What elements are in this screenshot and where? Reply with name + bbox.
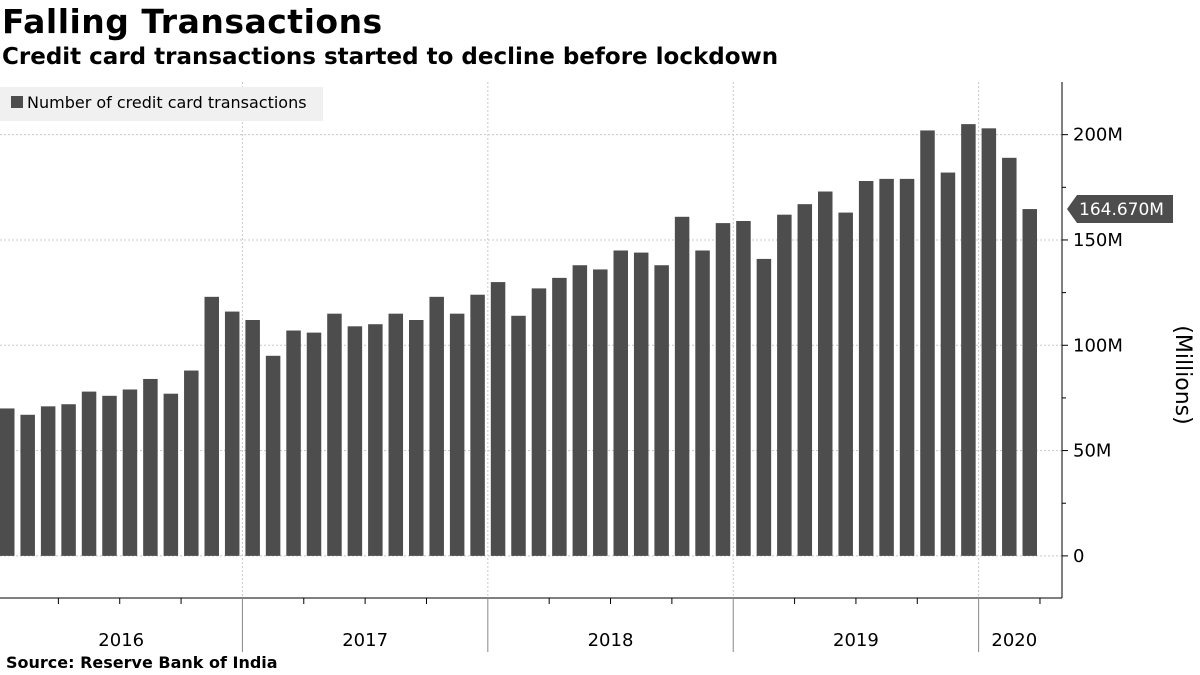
y-tick-label: 100M bbox=[1073, 335, 1123, 356]
legend-label: Number of credit card transactions bbox=[27, 93, 307, 112]
bar bbox=[224, 311, 240, 556]
bar bbox=[777, 214, 792, 556]
bar bbox=[61, 404, 76, 556]
bar bbox=[552, 277, 567, 556]
chart-subtitle: Credit card transactions started to decl… bbox=[2, 44, 779, 70]
bar bbox=[715, 223, 731, 556]
y-axis-label: (Millions) bbox=[1170, 325, 1195, 424]
x-year-label: 2017 bbox=[342, 630, 388, 651]
bar bbox=[879, 178, 894, 556]
bar bbox=[572, 265, 588, 556]
bar bbox=[286, 330, 301, 556]
x-year-label: 2016 bbox=[98, 630, 144, 651]
bar bbox=[695, 250, 710, 556]
bar bbox=[327, 313, 342, 556]
bar bbox=[40, 406, 56, 556]
y-tick-label: 200M bbox=[1073, 125, 1123, 146]
bar bbox=[388, 313, 404, 556]
bar bbox=[1022, 209, 1037, 556]
bar bbox=[613, 250, 628, 556]
bar bbox=[306, 332, 322, 556]
bar bbox=[347, 326, 363, 556]
bar bbox=[531, 288, 547, 556]
bar bbox=[797, 204, 813, 556]
last-value-flag bbox=[1067, 195, 1173, 224]
bar bbox=[818, 191, 833, 556]
bar bbox=[0, 408, 15, 556]
bar bbox=[511, 315, 526, 556]
bar bbox=[674, 216, 690, 556]
bar bbox=[449, 313, 465, 556]
bar bbox=[490, 282, 506, 556]
y-tick-label: 0 bbox=[1073, 546, 1084, 567]
bar bbox=[163, 393, 179, 556]
legend: Number of credit card transactions bbox=[0, 87, 323, 121]
bar bbox=[940, 172, 956, 556]
bar bbox=[961, 124, 976, 556]
bar bbox=[756, 258, 772, 556]
bar bbox=[143, 378, 158, 556]
bar bbox=[593, 269, 608, 556]
y-tick-label: 150M bbox=[1073, 230, 1123, 251]
x-year-label: 2020 bbox=[991, 630, 1037, 651]
bar bbox=[102, 395, 117, 556]
y-tick-label: 50M bbox=[1073, 441, 1111, 462]
bar bbox=[899, 178, 915, 556]
last-value-marker: 164.670M bbox=[1067, 195, 1173, 224]
x-year-label: 2019 bbox=[833, 630, 879, 651]
bar bbox=[368, 324, 383, 556]
bar bbox=[654, 265, 669, 556]
bar bbox=[470, 294, 485, 556]
bar bbox=[81, 391, 97, 556]
bar bbox=[184, 370, 199, 556]
bar bbox=[245, 319, 260, 556]
bar bbox=[122, 389, 138, 556]
bar bbox=[20, 414, 35, 556]
chart-title: Falling Transactions bbox=[2, 2, 383, 41]
bar bbox=[633, 252, 649, 556]
bars bbox=[0, 124, 1037, 556]
last-value-label: 164.670M bbox=[1079, 200, 1164, 220]
bar bbox=[736, 221, 751, 556]
bar bbox=[920, 130, 935, 556]
legend-swatch bbox=[11, 96, 23, 108]
legend-background bbox=[0, 87, 323, 121]
bar bbox=[1002, 157, 1017, 556]
axes: 0 50M 100M 150M 200M 2016 2017 2018 2019 2020 bbox=[0, 82, 1123, 652]
bar bbox=[265, 355, 281, 556]
bar bbox=[838, 212, 853, 556]
bar bbox=[429, 296, 444, 556]
bar bbox=[409, 319, 424, 556]
bar bbox=[858, 180, 874, 556]
bar bbox=[981, 128, 997, 556]
source-note: Source: Reserve Bank of India bbox=[6, 653, 278, 672]
bar bbox=[204, 296, 219, 556]
x-year-label: 2018 bbox=[588, 630, 634, 651]
